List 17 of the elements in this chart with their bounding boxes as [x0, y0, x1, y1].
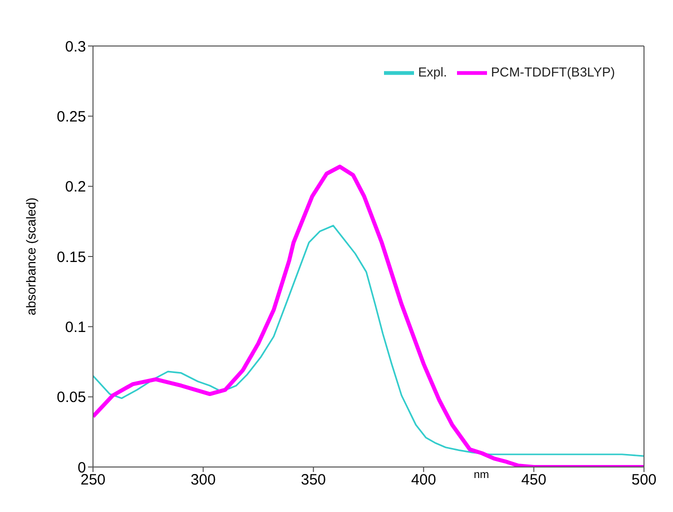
y-tick-label: 0.15	[56, 248, 86, 266]
x-tick-label: 350	[300, 472, 326, 489]
y-tick-label: 0.1	[65, 318, 86, 336]
line-series	[93, 224, 644, 457]
legend-label: PCM-TDDFT(B3LYP)	[491, 64, 615, 80]
x-tick-label: 500	[631, 472, 657, 489]
x-tick-label: 450	[521, 472, 546, 489]
y-axis-title: absorbance (scaled)	[24, 198, 39, 316]
x-tick-label: 300	[190, 472, 216, 489]
x-tick-label: 250	[80, 472, 106, 489]
x-axis-title: nm	[474, 468, 489, 481]
y-tick-label: 0.2	[65, 178, 86, 196]
y-tick-label: 0.3	[65, 38, 86, 56]
legend-label: Expl.	[418, 64, 448, 80]
x-tick-label: 400	[411, 472, 436, 489]
y-tick-label: 0.05	[56, 389, 86, 406]
y-tick-label: 0.25	[56, 108, 86, 126]
